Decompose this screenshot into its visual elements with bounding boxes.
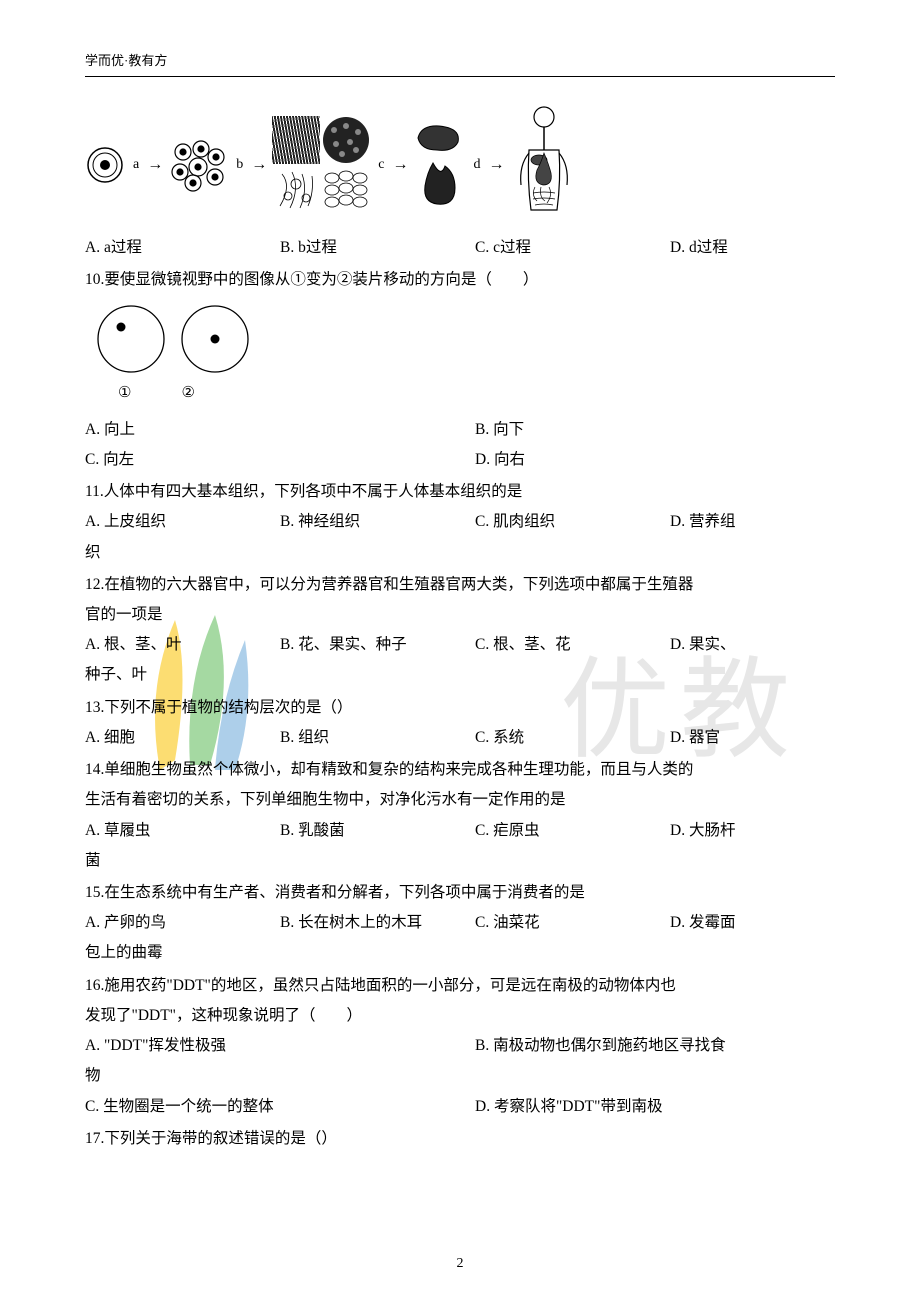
q16-opt-c: C. 生物圈是一个统一的整体 — [85, 1092, 475, 1122]
q11-options: A. 上皮组织 B. 神经组织 C. 肌肉组织 D. 营养组 — [85, 507, 835, 537]
tissues-icon — [272, 116, 370, 214]
q14-opt-d: D. 大肠杆 — [670, 816, 735, 846]
q14-opt-d-cont: 菌 — [85, 846, 835, 876]
q12-opt-a: A. 根、茎、叶 — [85, 630, 280, 660]
q11-opt-d-cont: 织 — [85, 538, 835, 568]
q9-opt-b: B. b过程 — [280, 233, 475, 263]
q10-text: 10.要使显微镜视野中的图像从①变为②装片移动的方向是（ ） — [85, 265, 835, 295]
q13-opt-a: A. 细胞 — [85, 723, 280, 753]
many-cells-icon — [168, 137, 228, 193]
biology-diagram: a → b → c → d → — [85, 105, 835, 225]
q12-opt-d-cont: 种子、叶 — [85, 660, 835, 690]
arrow-icon: → — [392, 149, 407, 180]
q13-opt-b: B. 组织 — [280, 723, 475, 753]
arrow-d-label: d — [473, 151, 480, 178]
q11-opt-d: D. 营养组 — [670, 507, 735, 537]
q15-opt-a: A. 产卵的鸟 — [85, 908, 280, 938]
q15-options: A. 产卵的鸟 B. 长在树木上的木耳 C. 油菜花 D. 发霉面 — [85, 908, 835, 938]
q12-opt-d: D. 果实、 — [670, 630, 735, 660]
q14-text2: 生活有着密切的关系，下列单细胞生物中，对净化污水有一定作用的是 — [85, 785, 835, 815]
q16-opts-row1: A. "DDT"挥发性极强 B. 南极动物也偶尔到施药地区寻找食 — [85, 1031, 835, 1061]
q11-opt-a: A. 上皮组织 — [85, 507, 280, 537]
arrow-c-label: c — [378, 151, 384, 178]
arrow-a-label: a — [133, 151, 139, 178]
q12-text: 12.在植物的六大器官中，可以分为营养器官和生殖器官两大类，下列选项中都属于生殖… — [85, 570, 835, 600]
q10-diagram — [85, 303, 835, 375]
q14-opt-b: B. 乳酸菌 — [280, 816, 475, 846]
q10-opt-d: D. 向右 — [475, 445, 525, 475]
circle-2-icon — [179, 303, 251, 375]
arrow-b-label: b — [236, 151, 243, 178]
q16-opt-b-cont: 物 — [85, 1061, 835, 1091]
q16-opts-row2: C. 生物圈是一个统一的整体 D. 考察队将"DDT"带到南极 — [85, 1092, 835, 1122]
arrow-icon: → — [251, 149, 266, 180]
q12-opt-b: B. 花、果实、种子 — [280, 630, 475, 660]
q16-opt-d: D. 考察队将"DDT"带到南极 — [475, 1092, 662, 1122]
human-body-icon — [509, 105, 579, 225]
circle-label-2: ② — [181, 379, 194, 408]
q15-text: 15.在生态系统中有生产者、消费者和分解者，下列各项中属于消费者的是 — [85, 878, 835, 908]
q15-opt-b: B. 长在树木上的木耳 — [280, 908, 475, 938]
q10-circle-labels: ① ② — [85, 379, 835, 408]
q13-options: A. 细胞 B. 组织 C. 系统 D. 器官 — [85, 723, 835, 753]
q9-opt-c: C. c过程 — [475, 233, 670, 263]
q9-opt-a: A. a过程 — [85, 233, 280, 263]
q16-opt-b: B. 南极动物也偶尔到施药地区寻找食 — [475, 1031, 726, 1061]
q16-opt-a: A. "DDT"挥发性极强 — [85, 1031, 475, 1061]
q9-options: A. a过程 B. b过程 C. c过程 D. d过程 — [85, 233, 835, 263]
single-cell-icon — [85, 145, 125, 185]
q16-text: 16.施用农药"DDT"的地区，虽然只占陆地面积的一小部分，可是远在南极的动物体… — [85, 971, 835, 1001]
q14-text: 14.单细胞生物虽然个体微小，却有精致和复杂的结构来完成各种生理功能，而且与人类… — [85, 755, 835, 785]
arrow-icon: → — [147, 149, 162, 180]
q14-options: A. 草履虫 B. 乳酸菌 C. 疟原虫 D. 大肠杆 — [85, 816, 835, 846]
q16-text2: 发现了"DDT"，这种现象说明了（ ） — [85, 1001, 835, 1031]
circle-label-1: ① — [118, 379, 131, 408]
page-number: 2 — [0, 1256, 920, 1272]
arrow-icon: → — [488, 149, 503, 180]
organs-icon — [413, 120, 465, 210]
q13-text: 13.下列不属于植物的结构层次的是（） — [85, 693, 835, 723]
q13-opt-c: C. 系统 — [475, 723, 670, 753]
q10-opt-b: B. 向下 — [475, 415, 524, 445]
q10-opts-row1: A. 向上 B. 向下 — [85, 415, 835, 445]
q14-opt-c: C. 疟原虫 — [475, 816, 670, 846]
q15-opt-d-cont: 包上的曲霉 — [85, 938, 835, 968]
q14-opt-a: A. 草履虫 — [85, 816, 280, 846]
q10-opts-row2: C. 向左 D. 向右 — [85, 445, 835, 475]
q10-opt-a: A. 向上 — [85, 415, 475, 445]
q15-opt-d: D. 发霉面 — [670, 908, 735, 938]
q15-opt-c: C. 油菜花 — [475, 908, 670, 938]
q17-text: 17.下列关于海带的叙述错误的是（） — [85, 1124, 835, 1154]
page-header: 学而优·教有方 — [85, 50, 835, 77]
q9-opt-d: D. d过程 — [670, 233, 728, 263]
q12-options: A. 根、茎、叶 B. 花、果实、种子 C. 根、茎、花 D. 果实、 — [85, 630, 835, 660]
q11-text: 11.人体中有四大基本组织，下列各项中不属于人体基本组织的是 — [85, 477, 835, 507]
q11-opt-c: C. 肌肉组织 — [475, 507, 670, 537]
q10-opt-c: C. 向左 — [85, 445, 475, 475]
q12-text2: 官的一项是 — [85, 600, 835, 630]
q12-opt-c: C. 根、茎、花 — [475, 630, 670, 660]
q11-opt-b: B. 神经组织 — [280, 507, 475, 537]
q13-opt-d: D. 器官 — [670, 723, 720, 753]
circle-1-icon — [95, 303, 167, 375]
